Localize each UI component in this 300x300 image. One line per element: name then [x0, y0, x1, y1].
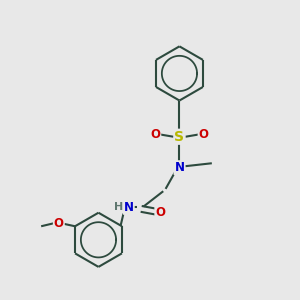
Text: O: O	[155, 206, 165, 219]
Text: O: O	[199, 128, 208, 141]
Text: S: S	[174, 130, 184, 144]
Text: O: O	[150, 128, 160, 141]
Text: H: H	[114, 202, 123, 212]
Text: N: N	[174, 161, 184, 174]
Text: O: O	[54, 217, 64, 230]
Text: N: N	[124, 201, 134, 214]
